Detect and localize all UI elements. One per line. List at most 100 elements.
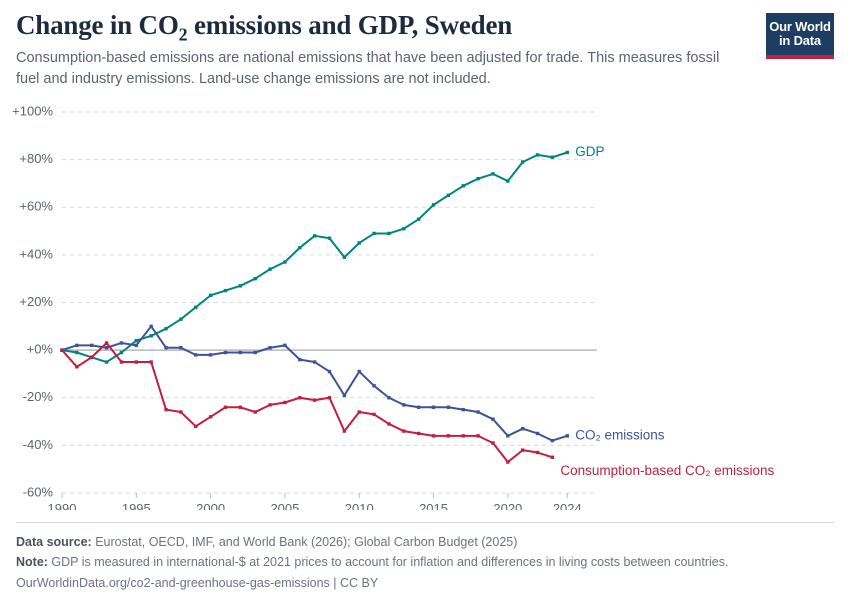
series-data-point[interactable] — [208, 293, 213, 298]
series-data-point[interactable] — [520, 427, 525, 431]
series-data-point[interactable] — [60, 348, 64, 352]
series-data-point[interactable] — [446, 434, 451, 438]
series-data-point[interactable] — [461, 184, 465, 188]
series-data-point[interactable] — [372, 412, 376, 417]
series-data-point[interactable] — [75, 350, 79, 355]
series-data-point[interactable] — [327, 236, 332, 240]
series-line[interactable] — [61, 151, 569, 364]
series-data-point[interactable] — [268, 346, 272, 350]
series-data-point[interactable] — [416, 431, 421, 436]
owid-logo[interactable]: Our World in Data — [766, 13, 834, 59]
series-data-point[interactable] — [90, 355, 94, 359]
series-data-point[interactable] — [535, 153, 540, 157]
series-data-point[interactable] — [535, 450, 540, 455]
series-data-point[interactable] — [90, 343, 94, 348]
series-data-point[interactable] — [342, 429, 347, 433]
series-data-point[interactable] — [179, 346, 183, 350]
series-data-point[interactable] — [520, 448, 525, 452]
series-data-point[interactable] — [312, 234, 317, 238]
series-data-point[interactable] — [476, 176, 480, 181]
series-data-point[interactable] — [75, 365, 79, 369]
series-data-point[interactable] — [179, 410, 183, 414]
series-data-point[interactable] — [104, 360, 109, 364]
series-data-point[interactable] — [179, 317, 183, 321]
series-data-point[interactable] — [387, 422, 391, 426]
series-data-point[interactable] — [535, 431, 540, 436]
series-data-point[interactable] — [431, 203, 436, 207]
series-data-point[interactable] — [149, 360, 153, 364]
series-line[interactable] — [61, 325, 569, 442]
series-data-point[interactable] — [298, 246, 302, 250]
series-data-point[interactable] — [208, 415, 213, 419]
series-data-point[interactable] — [268, 267, 272, 271]
series-data-point[interactable] — [491, 441, 495, 445]
series-data-point[interactable] — [387, 396, 391, 400]
series-data-point[interactable] — [372, 384, 376, 388]
series-data-point[interactable] — [312, 398, 317, 402]
series-data-point[interactable] — [119, 350, 124, 355]
series-data-point[interactable] — [327, 396, 332, 400]
series-data-point[interactable] — [431, 434, 436, 438]
series-data-point[interactable] — [238, 350, 243, 355]
series-data-point[interactable] — [268, 403, 272, 407]
series-data-point[interactable] — [565, 434, 569, 438]
footer-link[interactable]: OurWorldinData.org/co2-and-greenhouse-ga… — [16, 575, 379, 590]
series-data-point[interactable] — [446, 405, 451, 409]
series-inline-label[interactable]: Consumption-based CO₂ emissions — [560, 463, 774, 478]
series-data-point[interactable] — [550, 455, 555, 459]
series-data-point[interactable] — [342, 393, 347, 398]
series-data-point[interactable] — [134, 338, 139, 343]
series-data-point[interactable] — [149, 324, 153, 329]
series-data-point[interactable] — [208, 353, 213, 357]
series-data-point[interactable] — [416, 405, 421, 409]
series-data-point[interactable] — [283, 343, 287, 348]
series-data-point[interactable] — [476, 434, 480, 438]
series-data-point[interactable] — [298, 357, 302, 362]
series-data-point[interactable] — [238, 284, 243, 288]
series-data-point[interactable] — [565, 150, 569, 155]
series-data-point[interactable] — [223, 288, 228, 293]
series-data-point[interactable] — [357, 369, 361, 374]
series-data-point[interactable] — [283, 400, 287, 405]
series-data-point[interactable] — [253, 276, 257, 281]
series-inline-label[interactable]: CO₂ emissions — [575, 427, 665, 442]
series-data-point[interactable] — [164, 326, 168, 331]
series-data-point[interactable] — [416, 217, 421, 221]
series-data-point[interactable] — [327, 369, 332, 374]
series-data-point[interactable] — [357, 241, 361, 245]
series-data-point[interactable] — [431, 405, 436, 409]
series-data-point[interactable] — [104, 346, 109, 350]
series-data-point[interactable] — [75, 343, 79, 348]
series-data-point[interactable] — [506, 460, 510, 464]
series-data-point[interactable] — [312, 360, 317, 364]
series-data-point[interactable] — [104, 341, 109, 345]
series-data-point[interactable] — [164, 407, 168, 412]
series-data-point[interactable] — [134, 360, 139, 364]
series-data-point[interactable] — [283, 260, 287, 264]
series-data-point[interactable] — [402, 226, 406, 231]
series-data-point[interactable] — [402, 429, 406, 433]
series-data-point[interactable] — [372, 231, 376, 236]
series-data-point[interactable] — [164, 346, 168, 350]
series-data-point[interactable] — [223, 405, 228, 409]
series-data-point[interactable] — [134, 343, 139, 348]
series-data-point[interactable] — [194, 353, 198, 357]
series-data-point[interactable] — [520, 160, 525, 164]
series-data-point[interactable] — [491, 172, 495, 176]
series-inline-label[interactable]: GDP — [575, 144, 604, 159]
chart-plot-area[interactable]: +100% +80% +60% +40% +20% +0% -20% -40% -60% 1990… — [0, 98, 850, 510]
series-data-point[interactable] — [119, 360, 124, 364]
series-data-point[interactable] — [476, 410, 480, 414]
series-data-point[interactable] — [461, 407, 465, 412]
series-data-point[interactable] — [238, 405, 243, 409]
series-data-point[interactable] — [253, 410, 257, 414]
series-data-point[interactable] — [506, 434, 510, 438]
series-data-point[interactable] — [387, 231, 391, 236]
series-data-point[interactable] — [194, 305, 198, 309]
series-data-point[interactable] — [253, 350, 257, 355]
series-data-point[interactable] — [550, 155, 555, 159]
series-data-point[interactable] — [149, 334, 153, 338]
series-data-point[interactable] — [402, 403, 406, 407]
series-data-point[interactable] — [446, 193, 451, 198]
series-data-point[interactable] — [506, 179, 510, 183]
